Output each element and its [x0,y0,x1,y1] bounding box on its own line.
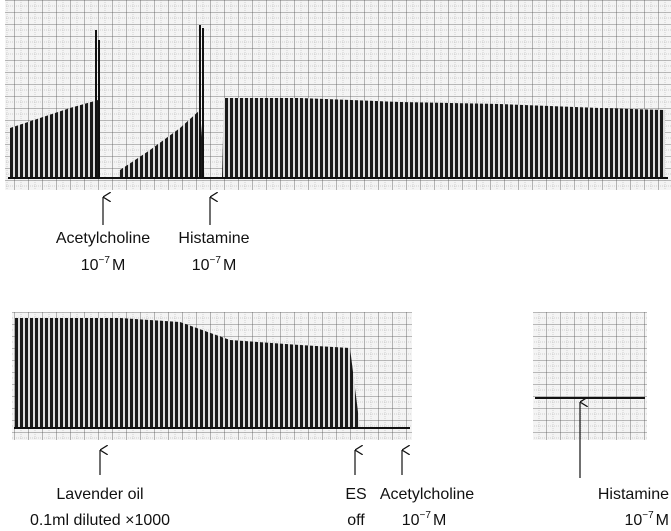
label: Lavender oil [56,486,143,503]
concentration: 10−7 M [624,510,669,529]
bottom-right-recording [533,312,647,440]
label: Acetylcholine [56,230,150,247]
label: Histamine [178,230,249,247]
label: Histamine [598,486,669,503]
concentration: 10−7 M [81,255,126,274]
label: ES [345,486,366,503]
label: Acetylcholine [380,486,474,503]
concentration: 10−7 M [192,255,237,274]
top-recording [5,0,671,190]
label-detail: off [347,512,365,529]
concentration: 10−7 M [402,510,447,529]
bottom-left-recording [12,312,412,440]
label-detail: 0.1ml diluted ×1000 [30,512,170,529]
